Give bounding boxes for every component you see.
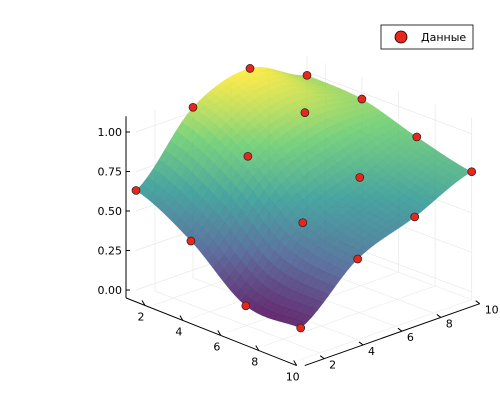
data-point bbox=[243, 151, 253, 161]
x-axis-line bbox=[125, 297, 297, 367]
surface-plot bbox=[135, 67, 473, 329]
data-point bbox=[353, 254, 363, 264]
surface-facet bbox=[306, 307, 319, 318]
y-tick bbox=[397, 327, 403, 332]
y-tick-label: 8 bbox=[446, 317, 453, 330]
surface-facet bbox=[386, 225, 398, 233]
x-tick-label: 6 bbox=[213, 340, 220, 353]
y-tick bbox=[436, 314, 442, 318]
x-tick bbox=[255, 345, 260, 351]
surface-facet bbox=[443, 180, 455, 189]
legend-marker bbox=[394, 30, 408, 44]
data-point bbox=[467, 167, 477, 177]
surface-facet bbox=[323, 284, 336, 296]
x-tick-label: 8 bbox=[251, 356, 258, 369]
surface-facet bbox=[311, 300, 324, 311]
data-point bbox=[296, 323, 306, 333]
y-tick-label: 6 bbox=[407, 331, 414, 344]
grid-line bbox=[300, 299, 472, 360]
data-point bbox=[241, 301, 251, 311]
data-point bbox=[245, 64, 255, 73]
surface-facet bbox=[300, 314, 313, 324]
y-tick bbox=[358, 341, 364, 346]
y-tick-label: 4 bbox=[368, 345, 375, 358]
grid-line bbox=[154, 290, 320, 354]
z-tick-label: 0.50 bbox=[98, 205, 123, 218]
surface-facet bbox=[431, 189, 444, 199]
surface-facet bbox=[374, 233, 387, 241]
z-tick-label: 0.25 bbox=[98, 245, 123, 258]
surface-facet bbox=[425, 194, 438, 204]
surface-facet bbox=[329, 276, 341, 288]
x-tick-label: 4 bbox=[175, 325, 182, 338]
data-point bbox=[186, 236, 196, 246]
surface-facet bbox=[368, 237, 381, 245]
data-point bbox=[298, 218, 308, 228]
x-tick bbox=[217, 330, 222, 336]
surface-facet bbox=[454, 172, 467, 180]
y-axis-line bbox=[304, 303, 480, 367]
y-tick-label: 2 bbox=[329, 359, 336, 372]
data-points bbox=[131, 64, 477, 333]
y-tick bbox=[475, 300, 481, 305]
data-point bbox=[188, 102, 198, 112]
y-tick-label: 10 bbox=[485, 304, 499, 317]
axes: 0.00 0.25 0.50 0.75 1.00 2 4 6 8 10 2 4 6 8 10 bbox=[98, 116, 499, 384]
x-tick-label: 10 bbox=[286, 371, 300, 384]
surface-facet bbox=[317, 292, 330, 303]
legend: Данные bbox=[380, 24, 474, 50]
surface-facet bbox=[414, 204, 427, 213]
legend-label: Данные bbox=[421, 31, 466, 44]
data-point bbox=[410, 212, 420, 222]
data-point bbox=[300, 108, 310, 118]
surface-facet bbox=[397, 217, 410, 226]
data-point bbox=[412, 132, 422, 142]
data-point bbox=[131, 186, 141, 195]
x-tick-label: 2 bbox=[137, 310, 144, 323]
y-tick bbox=[319, 355, 325, 360]
data-point bbox=[302, 70, 312, 80]
x-tick bbox=[141, 300, 146, 306]
surface-facet bbox=[357, 245, 370, 254]
z-tick-label: 0.00 bbox=[98, 284, 123, 297]
x-tick bbox=[293, 360, 298, 366]
z-tick-label: 0.75 bbox=[98, 166, 123, 179]
data-point bbox=[357, 94, 367, 104]
data-point bbox=[355, 173, 365, 182]
z-tick-label: 1.00 bbox=[98, 126, 123, 139]
grid-line bbox=[263, 285, 436, 347]
x-tick bbox=[179, 315, 184, 321]
